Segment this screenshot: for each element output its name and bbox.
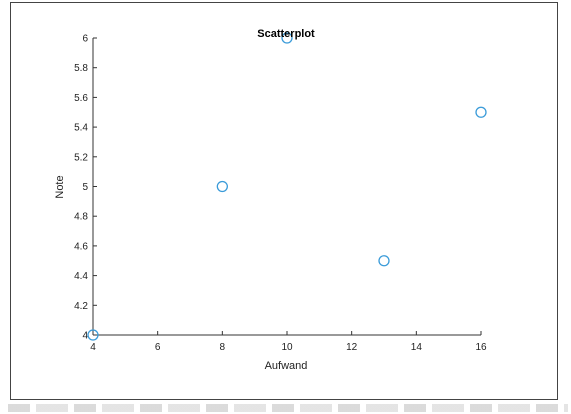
x-axis-label: Aufwand xyxy=(265,360,308,372)
data-point xyxy=(475,106,487,118)
scatter-plot: 4 6 8 10 12 14 16 4 4.2 4.4 4.6 4.8 5 5.2 5.4 5.6 5.8 6 S… xyxy=(54,28,487,372)
y-tick-label: 4.6 xyxy=(74,241,88,252)
y-tick-label: 5.2 xyxy=(74,152,88,163)
data-point xyxy=(87,329,99,341)
x-tick-label: 16 xyxy=(475,342,487,353)
chart-title: Scatterplot xyxy=(257,28,315,40)
x-tick-label: 14 xyxy=(411,342,423,353)
x-tick-label: 4 xyxy=(90,342,96,353)
y-tick-label: 5.8 xyxy=(74,63,88,74)
figure-frame: 4 6 8 10 12 14 16 4 4.2 4.4 4.6 4.8 5 5.2 5.4 5.6 5.8 6 S… xyxy=(10,2,558,400)
data-point xyxy=(216,180,228,193)
y-tick-label: 5.6 xyxy=(74,93,88,104)
y-tick-label: 4.4 xyxy=(74,271,88,282)
y-tick-label: 4 xyxy=(82,331,88,342)
x-tick-label: 6 xyxy=(155,342,161,353)
x-tick-label: 12 xyxy=(346,342,358,353)
y-tick-label: 4.8 xyxy=(74,212,88,223)
y-tick-label: 5 xyxy=(82,182,88,193)
data-points xyxy=(87,32,487,341)
y-tick-label: 5.4 xyxy=(74,123,88,134)
y-axis-label: Note xyxy=(54,175,66,198)
y-tick-label: 6 xyxy=(82,34,88,45)
axes: 4 6 8 10 12 14 16 4 4.2 4.4 4.6 4.8 5 5.2 5.4 5.6 5.8 6 xyxy=(74,34,487,354)
caption-strip xyxy=(0,401,571,414)
y-tick-label: 4.2 xyxy=(74,301,88,312)
data-point xyxy=(281,32,293,44)
data-point xyxy=(378,255,390,267)
x-tick-label: 8 xyxy=(220,342,226,353)
x-tick-label: 10 xyxy=(281,342,293,353)
